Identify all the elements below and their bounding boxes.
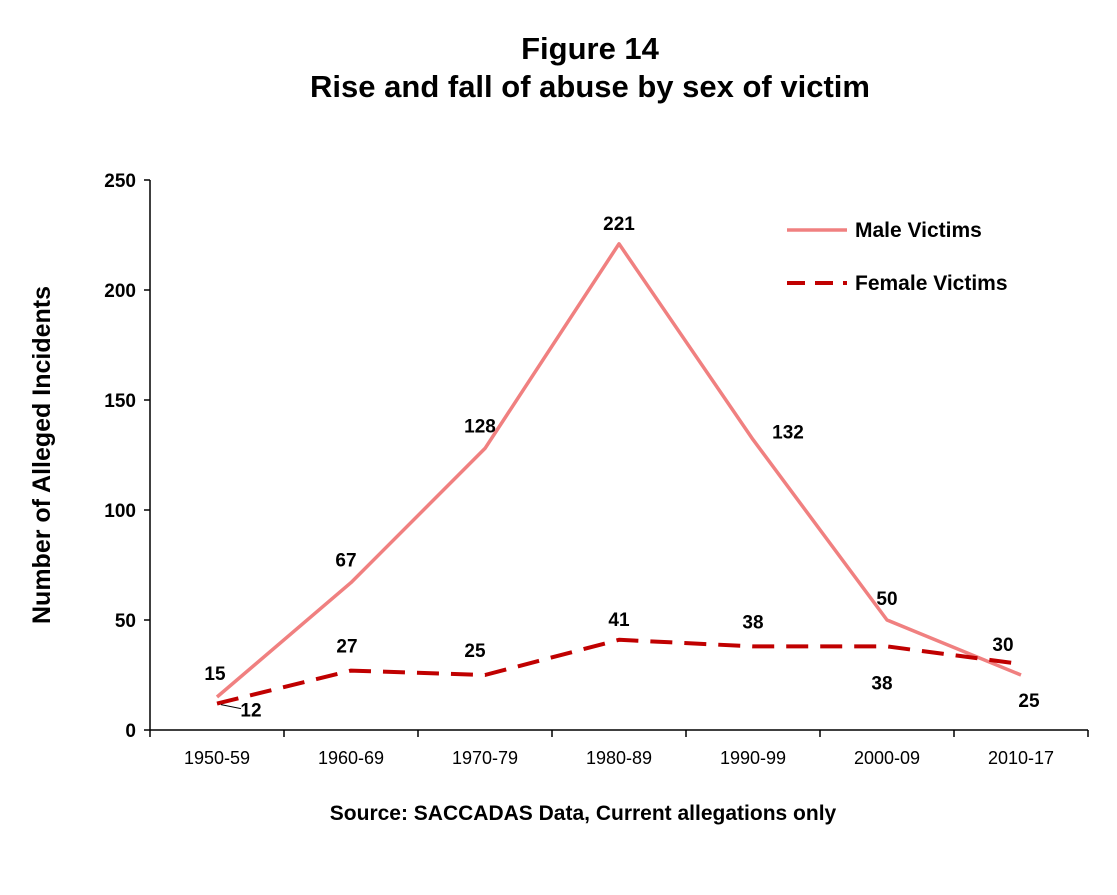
- y-tick-label: 100: [104, 501, 136, 522]
- leader-line: [220, 704, 242, 710]
- series-line-female-victims: [216, 637, 1022, 706]
- data-label: 221: [603, 214, 635, 235]
- figure-number: Figure 14: [521, 31, 659, 66]
- data-label: 12: [240, 701, 261, 722]
- data-label: 38: [742, 612, 763, 633]
- series-lines: [215, 242, 1022, 706]
- source-note: Source: SACCADAS Data, Current allegatio…: [329, 802, 837, 825]
- y-tick-label: 250: [104, 171, 136, 192]
- legend: Male Victims Female Victims: [787, 219, 1008, 295]
- data-label: 25: [1018, 691, 1040, 712]
- y-tick-label: 200: [104, 281, 136, 302]
- data-labels: 15 67 128 221 132 50 25 12 27 25 41 38 38 30: [204, 214, 1040, 722]
- y-tick-label: 0: [125, 721, 136, 742]
- data-label: 38: [871, 673, 892, 694]
- x-tick-label: 2000-09: [854, 748, 920, 768]
- legend-label: Female Victims: [855, 272, 1008, 295]
- data-label: 132: [772, 423, 804, 444]
- data-label: 67: [335, 551, 356, 572]
- x-tick-label: 1990-99: [720, 748, 786, 768]
- x-tick-label: 2010-17: [988, 748, 1054, 768]
- data-label: 30: [992, 635, 1013, 656]
- x-tick-label: 1970-79: [452, 748, 518, 768]
- x-tick-label: 1980-89: [586, 748, 652, 768]
- series-line-male-victims: [215, 242, 1022, 699]
- data-label: 41: [608, 610, 630, 631]
- legend-label: Male Victims: [855, 219, 982, 242]
- data-label: 15: [204, 664, 226, 685]
- x-tick-label: 1950-59: [184, 748, 250, 768]
- chart-title-block: Figure 14 Rise and fall of abuse by sex …: [0, 30, 1117, 106]
- chart-title: Rise and fall of abuse by sex of victim: [310, 69, 870, 104]
- x-tick-label: 1960-69: [318, 748, 384, 768]
- data-label: 128: [464, 416, 496, 437]
- y-axis-title: Number of Alleged Incidents: [28, 286, 56, 624]
- axes: 0 50 100 150 200 250 1950-59 1960-69 1970-79 1980…: [28, 171, 1089, 768]
- data-label: 27: [336, 637, 357, 658]
- data-label: 25: [464, 641, 486, 662]
- y-tick-label: 50: [115, 611, 136, 632]
- y-tick-label: 150: [104, 391, 136, 412]
- data-label: 50: [876, 589, 897, 610]
